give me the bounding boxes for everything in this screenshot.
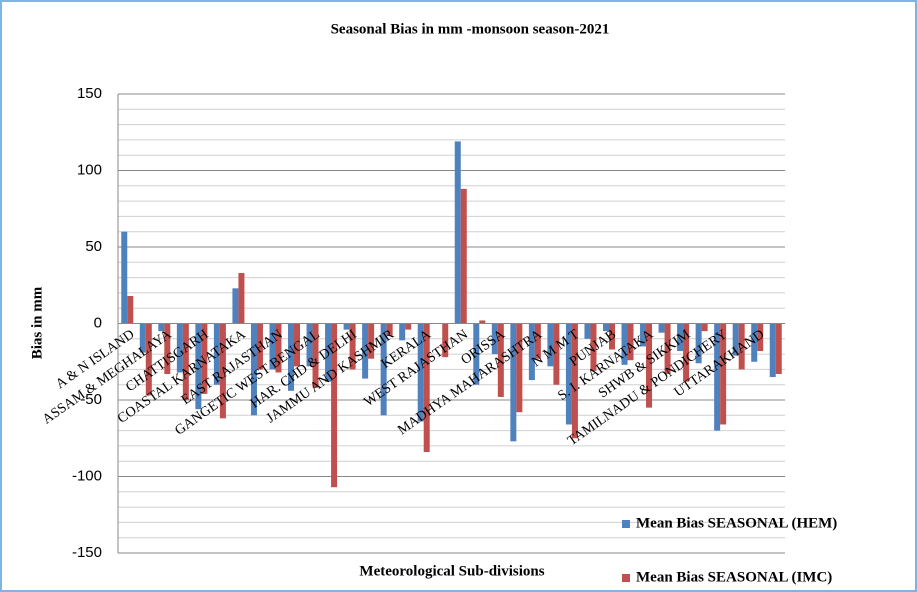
bar [497, 323, 504, 397]
bar [250, 323, 257, 416]
bar [695, 323, 702, 364]
bar [473, 323, 480, 385]
bar [164, 323, 171, 374]
bar [534, 323, 541, 359]
bar [701, 323, 708, 332]
bar [621, 323, 628, 365]
bar [213, 323, 220, 385]
bar [720, 323, 727, 425]
chart-title: Seasonal Bias in mm -monsoon season-2021 [331, 21, 610, 37]
bar [238, 273, 245, 324]
bar [417, 323, 424, 422]
bar [627, 323, 634, 361]
bar [288, 323, 295, 391]
bar [158, 323, 165, 332]
legend-label: Mean Bias SEASONAL (IMC) [636, 569, 832, 585]
legend-swatch [622, 574, 630, 582]
bar [232, 288, 239, 324]
bar [195, 323, 202, 410]
bar [491, 323, 498, 355]
bar [547, 323, 554, 367]
bar [571, 323, 578, 439]
bar [176, 323, 183, 373]
bar [294, 323, 301, 367]
bar [664, 323, 671, 374]
bar [219, 323, 226, 419]
y-tick-label: -50 [80, 391, 102, 408]
bar [306, 323, 313, 367]
bar [602, 323, 609, 332]
bar [510, 323, 517, 442]
bar [775, 323, 782, 374]
bar [380, 323, 387, 416]
bar [608, 323, 615, 350]
bar [331, 323, 338, 488]
bar [658, 323, 665, 333]
bar [738, 323, 745, 370]
legend-swatch [622, 520, 630, 528]
bar [312, 323, 319, 388]
bar [442, 323, 449, 358]
bar [454, 141, 461, 324]
bar [386, 323, 393, 336]
bar [516, 323, 523, 413]
y-tick-label: -150 [72, 544, 102, 561]
bar [646, 323, 653, 408]
bar [590, 323, 597, 371]
bar [256, 323, 263, 370]
y-axis-title: Bias in mm [29, 286, 45, 359]
bar [349, 323, 356, 370]
bar [423, 323, 430, 453]
bar [565, 323, 572, 425]
bar [553, 323, 560, 385]
bar [751, 323, 758, 362]
bar [362, 323, 369, 379]
bar [201, 323, 208, 394]
bar [325, 323, 332, 382]
legend-label: Mean Bias SEASONAL (HEM) [636, 515, 837, 531]
x-axis-title: Meteorological Sub-divisions [359, 563, 544, 579]
y-tick-label: 0 [94, 314, 102, 331]
bar [399, 323, 406, 341]
y-tick-label: 50 [85, 238, 102, 255]
bar [732, 323, 739, 356]
bar [275, 323, 282, 373]
bar [479, 320, 486, 324]
bar [757, 323, 764, 352]
bar [405, 323, 412, 330]
y-tick-label: -100 [72, 467, 102, 484]
bar [269, 323, 276, 370]
bar [528, 323, 535, 381]
bar [145, 323, 152, 396]
bar [714, 323, 721, 431]
bar [368, 323, 375, 359]
bar [640, 323, 647, 347]
y-tick-label: 100 [77, 161, 102, 178]
bar [343, 323, 350, 330]
bar [121, 231, 128, 324]
bar [584, 323, 591, 339]
bar [139, 323, 146, 353]
bar [127, 295, 134, 324]
bar [677, 323, 684, 352]
bar [683, 323, 690, 382]
bar [460, 188, 467, 324]
y-tick-label: 150 [77, 85, 102, 102]
bar [769, 323, 776, 378]
bar [182, 323, 189, 400]
